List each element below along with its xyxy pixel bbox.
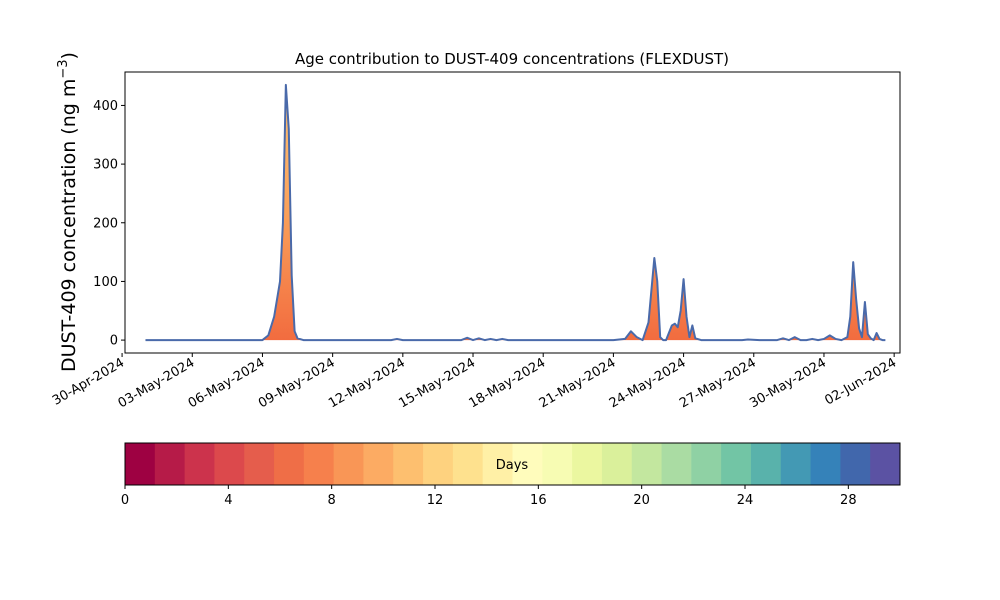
colorbar: 0 4 8 12 16 20 24 28 <box>121 443 901 508</box>
x-tick-label: 30-May-2024 <box>747 355 829 411</box>
colorbar-segment <box>601 443 633 485</box>
axes: 010020030040030-Apr-202403-May-202406-Ma… <box>50 99 899 411</box>
plot-frame <box>124 71 901 354</box>
colorbar-segment <box>870 443 901 485</box>
colorbar-segment <box>303 443 335 485</box>
colorbar-segment <box>810 443 841 485</box>
colorbar-segment <box>154 443 186 485</box>
chart-title: Age contribution to DUST-409 concentrati… <box>295 50 729 68</box>
colorbar-tick-label: 20 <box>633 493 650 508</box>
series-0-line <box>145 83 886 342</box>
x-tick-label: 06-May-2024 <box>186 355 268 411</box>
colorbar-label: Days <box>496 458 529 473</box>
x-tick-label: 18-May-2024 <box>467 355 549 411</box>
colorbar-tick-label: 28 <box>840 493 857 508</box>
series-0-area <box>145 84 886 341</box>
colorbar-segment <box>214 443 245 485</box>
colorbar-segment <box>125 443 156 485</box>
colorbar-segment <box>750 443 782 485</box>
x-tick-label: 21-May-2024 <box>537 355 619 411</box>
colorbar-tick-label: 12 <box>427 493 444 508</box>
y-tick-label: 200 <box>93 216 118 231</box>
colorbar-segment <box>482 443 513 485</box>
colorbar-segment <box>244 443 275 485</box>
y-tick-label: 400 <box>93 99 118 114</box>
plot-area <box>145 83 886 342</box>
colorbar-frame <box>124 442 901 486</box>
y-axis-label-close: ) <box>58 52 80 59</box>
colorbar-segment <box>691 443 722 485</box>
y-axis-label-main: DUST-409 concentration (ng m <box>58 79 80 372</box>
colorbar-segment <box>780 443 812 485</box>
x-tick-label: 02-Jun-2024 <box>822 355 899 408</box>
y-tick-label: 300 <box>93 158 118 173</box>
x-tick-label: 24-May-2024 <box>607 355 689 411</box>
colorbar-segment <box>184 443 215 485</box>
colorbar-segment <box>542 443 573 485</box>
y-axis-label: DUST-409 concentration (ng m−3) <box>56 52 80 372</box>
colorbar-tick-label: 24 <box>737 493 754 508</box>
y-axis-label-sup: −3 <box>56 59 71 78</box>
colorbar-segment <box>452 443 484 485</box>
y-tick-label: 100 <box>93 275 118 290</box>
colorbar-segment <box>840 443 871 485</box>
x-tick-label: 12-May-2024 <box>326 355 408 411</box>
y-tick-label: 0 <box>110 334 118 349</box>
colorbar-segment <box>661 443 692 485</box>
colorbar-segment <box>363 443 394 485</box>
colorbar-segment <box>274 443 305 485</box>
colorbar-segment <box>393 443 424 485</box>
x-tick-label: 03-May-2024 <box>116 355 198 411</box>
colorbar-segment <box>631 443 663 485</box>
colorbar-segment <box>572 443 603 485</box>
x-tick-label: 09-May-2024 <box>256 355 338 411</box>
colorbar-segment <box>512 443 543 485</box>
colorbar-segment <box>423 443 454 485</box>
x-tick-label: 27-May-2024 <box>677 355 759 411</box>
colorbar-tick-label: 8 <box>328 493 336 508</box>
colorbar-segment <box>721 443 752 485</box>
colorbar-segment <box>333 443 364 485</box>
colorbar-tick-label: 16 <box>530 493 547 508</box>
x-tick-label: 15-May-2024 <box>396 355 478 411</box>
colorbar-tick-label: 0 <box>121 493 129 508</box>
colorbar-tick-label: 4 <box>224 493 232 508</box>
